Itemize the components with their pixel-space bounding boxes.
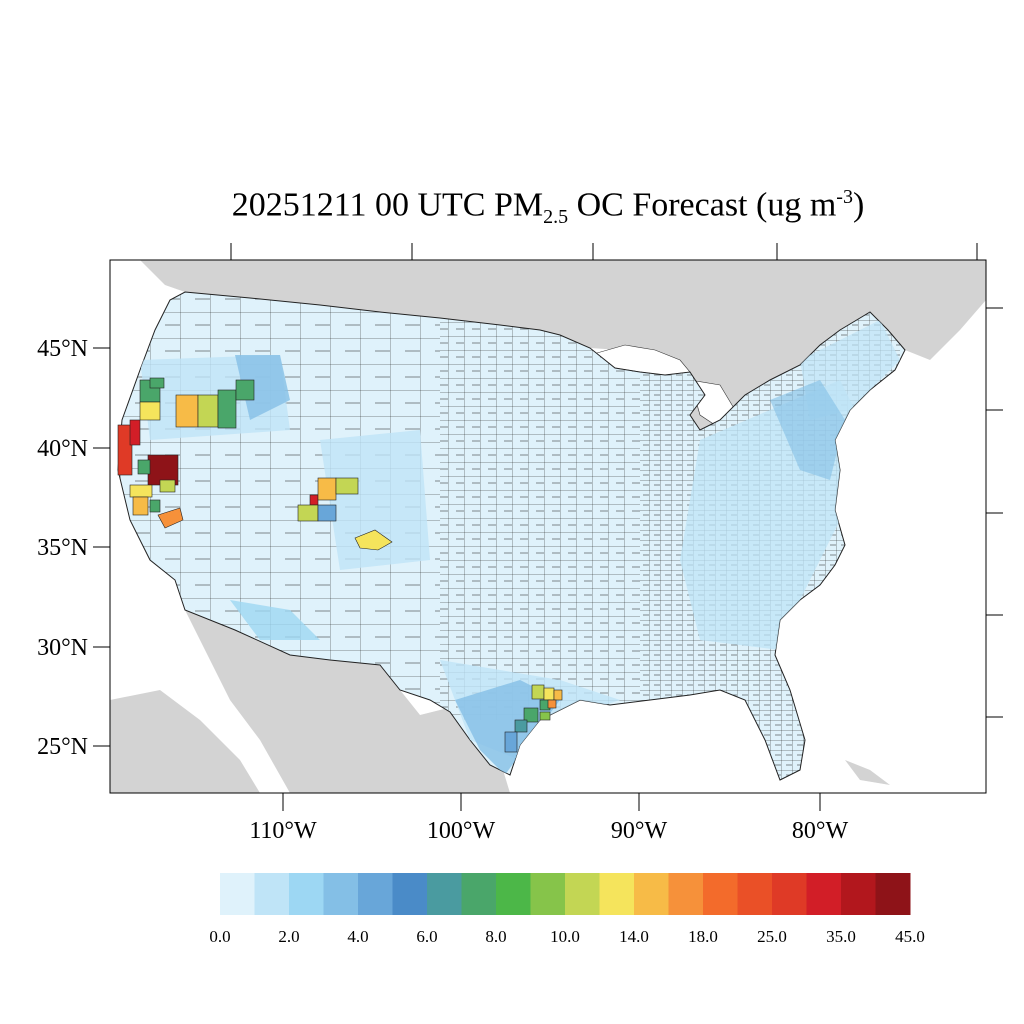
colorbar-label: 45.0: [895, 927, 925, 946]
colorbar-label: 6.0: [416, 927, 437, 946]
colorbar-swatch: [254, 873, 290, 915]
canada-land: [140, 260, 986, 430]
lat-label-40: 40°N: [37, 436, 88, 462]
colorbar-label: 25.0: [757, 927, 787, 946]
cuba-land: [845, 760, 890, 785]
colorbar-swatch: [875, 873, 911, 915]
colorbar-label: 8.0: [485, 927, 506, 946]
lon-label-100: 100°W: [427, 818, 496, 844]
map-frame: [109, 259, 987, 794]
colorbar-swatch: [427, 873, 462, 915]
lat-label-45: 45°N: [37, 336, 88, 362]
colorbar-swatch: [289, 873, 324, 915]
colorbar-swatch: [703, 873, 738, 915]
colorbar-swatch: [530, 873, 566, 915]
colorbar-label: 4.0: [347, 927, 368, 946]
colorbar-swatch: [668, 873, 704, 915]
colorbar-swatch: [737, 873, 773, 915]
colorbar: [220, 873, 911, 915]
colorbar-swatch: [565, 873, 600, 915]
title-close: ): [852, 186, 865, 224]
colorbar-swatch: [806, 873, 842, 915]
lon-label-90: 90°W: [611, 818, 668, 844]
colorbar-swatch: [392, 873, 428, 915]
colorbar-labels: 0.0 2.0 4.0 6.0 8.0 10.0 14.0 18.0 25.0 …: [209, 927, 925, 946]
colorbar-label: 18.0: [688, 927, 718, 946]
right-ticks: [986, 307, 1003, 718]
top-ticks: [230, 243, 978, 260]
title-subscript: 2.5: [543, 206, 569, 229]
map-area: [110, 260, 986, 793]
colorbar-swatch: [461, 873, 497, 915]
california-hotspots: [117, 377, 255, 529]
left-ticks: [93, 347, 110, 747]
colorbar-swatch: [496, 873, 531, 915]
bottom-ticks: [282, 793, 821, 811]
colorbar-label: 10.0: [550, 927, 580, 946]
colorbar-swatch: [634, 873, 669, 915]
title-species: OC Forecast (ug m: [568, 186, 837, 224]
colorbar-swatch: [599, 873, 635, 915]
colorbar-label: 14.0: [619, 927, 649, 946]
title-datetime: 20251211 00 UTC PM: [231, 186, 544, 224]
mexico-land: [110, 610, 510, 793]
colorbar-swatch: [772, 873, 807, 915]
colorbar-swatch: [358, 873, 393, 915]
lon-label-80: 80°W: [792, 818, 849, 844]
lon-label-110: 110°W: [249, 818, 317, 844]
map-title: 20251211 00 UTC PM2.5 OC Forecast (ug m-…: [0, 186, 1024, 229]
title-superscript: -3: [836, 186, 853, 208]
colorbar-swatch: [841, 873, 876, 915]
colorbar-label: 35.0: [826, 927, 856, 946]
colorbar-label: 0.0: [209, 927, 230, 946]
colorbar-label: 2.0: [278, 927, 299, 946]
colorbar-swatch: [220, 873, 255, 915]
lat-label-30: 30°N: [37, 635, 88, 661]
colorbar-swatch: [323, 873, 359, 915]
lat-label-35: 35°N: [37, 535, 88, 561]
texas-hotspots: [504, 684, 563, 753]
colorado-hotspots: [297, 477, 393, 551]
lat-label-25: 25°N: [37, 734, 88, 760]
